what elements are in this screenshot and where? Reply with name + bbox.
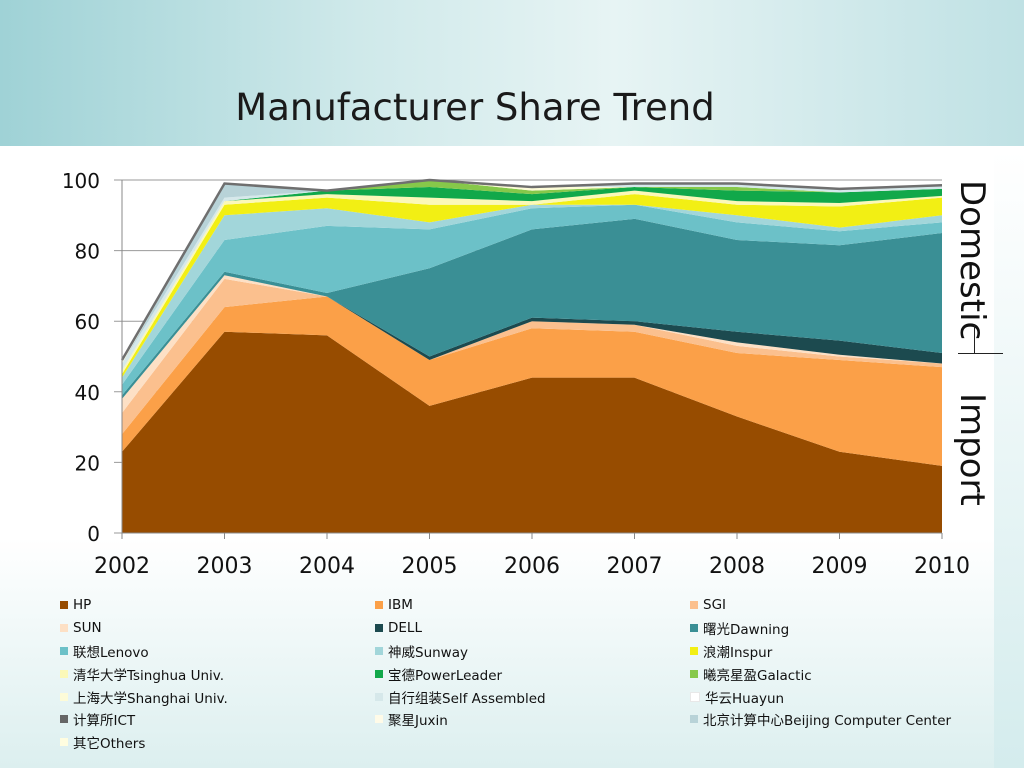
- legend-label: 清华大学Tsinghua Univ.: [73, 667, 225, 684]
- x-tick-label: 2003: [197, 554, 253, 579]
- area-series-0: [122, 331, 942, 533]
- legend-item: 其它Others: [60, 731, 375, 754]
- area-series-6: [122, 204, 942, 396]
- legend-swatch: [375, 646, 383, 655]
- legend-label: 聚星Juxin: [388, 713, 448, 730]
- total-outline: [120, 178, 943, 361]
- x-tick-label: 2006: [504, 554, 560, 579]
- divider-line: [958, 353, 1003, 354]
- legend-swatch: [690, 691, 700, 702]
- import-label: Import: [952, 393, 992, 506]
- x-tick-label: 2005: [402, 554, 458, 579]
- legend-label: 计算所ICT: [73, 713, 136, 730]
- legend-swatch: [60, 738, 68, 747]
- legend-swatch: [690, 646, 698, 655]
- y-tick-label: 40: [75, 381, 100, 405]
- legend-item: HP: [60, 594, 375, 617]
- legend-label: 其它Others: [73, 736, 146, 753]
- chart-legend: HP IBM SGI SUN DELL 曙光Dawning 联想Lenovo 神威Sunway…: [60, 594, 990, 754]
- legend-item: 自行组装Self Assembled: [375, 685, 690, 708]
- y-tick-label: 20: [75, 451, 100, 475]
- legend-item: 联想Lenovo: [60, 640, 375, 663]
- legend-label: 华云Huayun: [705, 690, 785, 707]
- x-tick-label: 2002: [94, 554, 150, 579]
- x-tick-label: 2010: [914, 554, 970, 579]
- legend-item: 清华大学Tsinghua Univ.: [60, 662, 375, 685]
- x-tick-label: 2008: [709, 554, 765, 579]
- legend-item: SGI: [690, 594, 990, 617]
- y-tick-label: 0: [87, 522, 100, 546]
- right-decor-bar: [994, 150, 1024, 768]
- legend-swatch: [375, 669, 383, 678]
- legend-label: IBM: [388, 597, 413, 614]
- legend-item: 曙光Dawning: [690, 617, 990, 640]
- legend-item: DELL: [375, 617, 690, 640]
- legend-swatch: [690, 669, 698, 678]
- y-tick-label: 100: [62, 169, 100, 193]
- area-chart: 0 20 40 60 80 100 2002 2003 2004 2005 2006 2007 2008…: [62, 169, 970, 579]
- area-series-8: [122, 194, 942, 378]
- legend-swatch: [375, 601, 383, 610]
- legend-swatch: [60, 692, 68, 701]
- x-tick-label: 2004: [299, 554, 355, 579]
- legend-label: 上海大学Shanghai Univ.: [73, 690, 228, 707]
- legend-swatch: [375, 692, 383, 701]
- legend-label: SUN: [73, 620, 102, 637]
- legend-item: 华云Huayun: [690, 685, 990, 708]
- legend-label: SGI: [703, 597, 727, 614]
- legend-label: DELL: [388, 620, 422, 637]
- legend-label: 浪潮Inspur: [703, 644, 773, 661]
- x-tick-label: 2009: [812, 554, 868, 579]
- legend-item: 浪潮Inspur: [690, 640, 990, 663]
- area-series-4: [122, 275, 942, 399]
- legend-item: 曦亮星盈Galactic: [690, 662, 990, 685]
- legend-label: 神威Sunway: [388, 644, 468, 661]
- x-tick-label: 2007: [607, 554, 663, 579]
- legend-item: 上海大学Shanghai Univ.: [60, 685, 375, 708]
- legend-item: 计算所ICT: [60, 708, 375, 731]
- legend-item: 聚星Juxin: [375, 708, 690, 731]
- legend-item: 宝德PowerLeader: [375, 662, 690, 685]
- legend-item: SUN: [60, 617, 375, 640]
- legend-label: 宝德PowerLeader: [388, 667, 503, 684]
- area-series-1: [122, 296, 942, 466]
- chart-title: Manufacturer Share Trend: [235, 86, 715, 129]
- legend-swatch: [375, 715, 383, 724]
- y-tick-label: 80: [75, 240, 100, 264]
- legend-label: 曦亮星盈Galactic: [703, 667, 812, 684]
- y-tick-label: 60: [75, 310, 100, 334]
- legend-label: 联想Lenovo: [73, 644, 149, 661]
- divider-line-vertical: [974, 324, 975, 354]
- area-series-5: [122, 218, 942, 399]
- legend-swatch: [690, 601, 698, 610]
- legend-swatch: [60, 669, 68, 678]
- legend-swatch: [375, 624, 383, 633]
- legend-swatch: [690, 715, 698, 724]
- legend-label: HP: [73, 597, 92, 614]
- legend-item: IBM: [375, 594, 690, 617]
- title-band: [0, 0, 1024, 150]
- legend-item: 神威Sunway: [375, 640, 690, 663]
- legend-swatch: [60, 624, 68, 633]
- legend-label: 北京计算中心Beijing Computer Center: [703, 713, 952, 730]
- legend-swatch: [60, 715, 68, 724]
- legend-label: 自行组装Self Assembled: [388, 690, 546, 707]
- legend-swatch: [690, 624, 698, 633]
- domestic-label: Domestic: [952, 180, 992, 341]
- legend-swatch: [60, 601, 68, 610]
- legend-swatch: [60, 646, 68, 655]
- legend-label: 曙光Dawning: [703, 622, 790, 639]
- legend-item: 北京计算中心Beijing Computer Center: [690, 708, 990, 731]
